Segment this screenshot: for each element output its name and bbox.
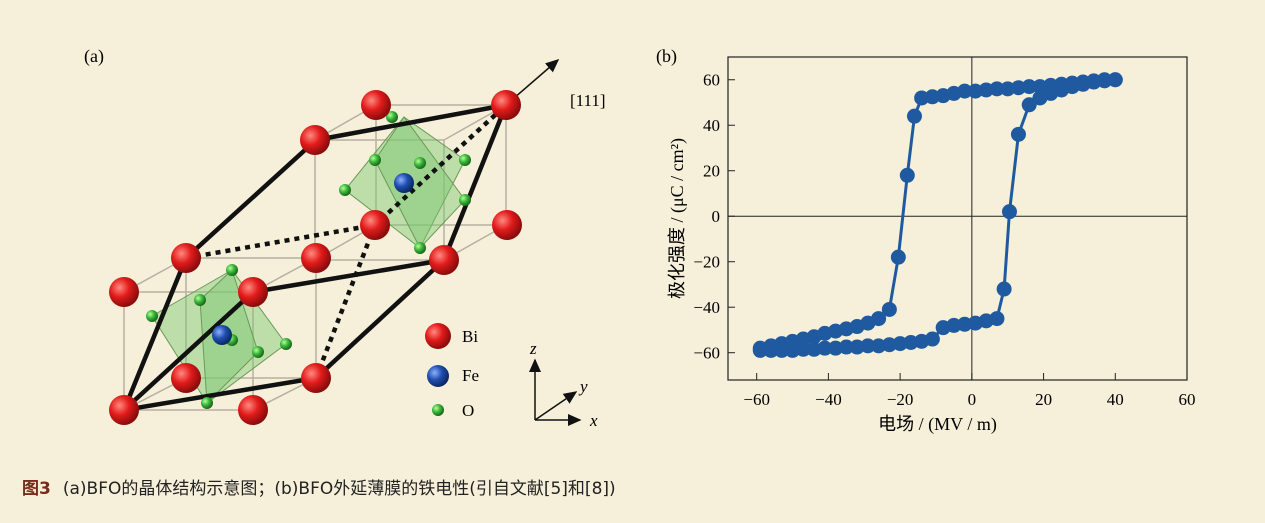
panel-label: (b) xyxy=(656,46,677,67)
crystal-structure: (a) [111] xyxy=(84,46,606,430)
y-tick-label: −40 xyxy=(693,298,720,317)
data-point xyxy=(907,109,922,124)
axes-triad xyxy=(535,360,580,420)
x-tick-label: −20 xyxy=(887,390,914,409)
y-tick-label: 20 xyxy=(703,162,720,181)
legend-label: Bi xyxy=(462,327,478,346)
data-point xyxy=(1011,127,1026,142)
y-tick-label: 40 xyxy=(703,116,720,135)
axis-letter: y xyxy=(578,377,588,396)
figure-panels: (a) [111] xyxy=(0,0,1265,470)
panel-label: (a) xyxy=(84,46,104,67)
atoms xyxy=(109,90,522,425)
data-point xyxy=(1108,72,1123,87)
x-tick-label: 40 xyxy=(1107,390,1124,409)
x-tick-label: −40 xyxy=(815,390,842,409)
direction-label: [111] xyxy=(570,91,606,110)
figure: (a) [111] xyxy=(0,0,1265,523)
hysteresis-chart: (b) −60 −40 −20 0 20 40 60 −60 −40 −20 0 20 40 60 电场 /… xyxy=(656,46,1196,435)
data-point xyxy=(914,90,929,105)
data-point xyxy=(925,332,940,347)
legend-label: Fe xyxy=(462,366,479,385)
series-line xyxy=(760,80,1115,351)
series-line xyxy=(760,80,1115,348)
y-tick-label: 60 xyxy=(703,71,720,90)
x-tick-label: 20 xyxy=(1035,390,1052,409)
caption: 图3 (a)BFO的晶体结构示意图；(b)BFO外延薄膜的铁电性(引自文献[5]和… xyxy=(22,474,616,499)
data-point xyxy=(1002,204,1017,219)
axis-letter: x xyxy=(589,411,598,430)
y-axis-label: 极化强度 / (μC / cm²) xyxy=(667,138,688,299)
atom-legend: Bi Fe O xyxy=(425,323,479,420)
data-point xyxy=(997,282,1012,297)
axis-letter: z xyxy=(529,339,537,358)
y-tick-label: −60 xyxy=(693,344,720,363)
x-tick-label: 0 xyxy=(968,390,977,409)
x-tick-label: −60 xyxy=(743,390,770,409)
x-tick-label: 60 xyxy=(1179,390,1196,409)
caption-text: (a)BFO的晶体结构示意图；(b)BFO外延薄膜的铁电性(引自文献[5]和[8… xyxy=(63,479,616,499)
data-point xyxy=(989,311,1004,326)
data-point xyxy=(900,168,915,183)
legend-label: O xyxy=(462,401,474,420)
x-axis-label: 电场 / (MV / m) xyxy=(878,414,997,435)
y-tick-label: −20 xyxy=(693,253,720,272)
data-point xyxy=(891,250,906,265)
caption-prefix: 图3 xyxy=(22,479,51,499)
y-tick-label: 0 xyxy=(712,207,721,226)
